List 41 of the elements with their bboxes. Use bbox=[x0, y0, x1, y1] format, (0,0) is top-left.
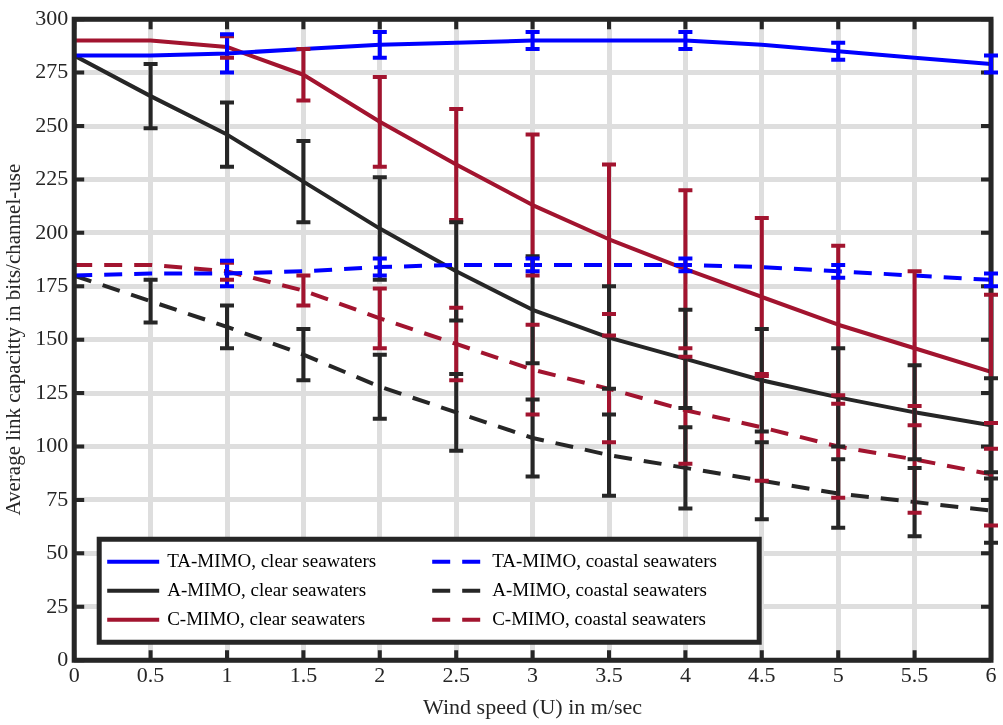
x-tick-label: 1 bbox=[221, 662, 233, 688]
legend-label: A-MIMO, coastal seawaters bbox=[492, 578, 707, 600]
x-tick-label: 2 bbox=[374, 662, 386, 688]
y-tick-label: 25 bbox=[46, 592, 69, 618]
point bbox=[829, 262, 848, 280]
legend-label: TA-MIMO, coastal seawaters bbox=[492, 549, 718, 571]
y-tick-label: 300 bbox=[35, 4, 69, 30]
y-axis-title: Average link capacitty in bits/channel-use bbox=[1, 163, 26, 516]
x-tick-label: 3.5 bbox=[595, 662, 623, 688]
legend-label: C-MIMO, clear seawaters bbox=[167, 607, 366, 629]
x-tick-label: 2.5 bbox=[442, 662, 470, 688]
y-tick-label: 250 bbox=[35, 111, 69, 137]
point bbox=[676, 30, 695, 52]
x-tick-label: 0.5 bbox=[136, 662, 165, 688]
point bbox=[982, 271, 1000, 289]
y-tick-label: 150 bbox=[35, 325, 69, 351]
x-tick-label: 4.5 bbox=[748, 662, 776, 688]
y-tick-label: 50 bbox=[46, 539, 69, 565]
y-tick-label: 125 bbox=[35, 378, 69, 404]
legend-label: C-MIMO, coastal seawaters bbox=[492, 607, 706, 629]
point bbox=[676, 256, 695, 274]
x-tick-label: 1.5 bbox=[289, 662, 318, 688]
y-tick-label: 75 bbox=[46, 485, 69, 511]
y-tick-label: 225 bbox=[35, 165, 69, 191]
y-tick-label: 0 bbox=[57, 645, 69, 671]
x-axis-title: Wind speed (U) in m/sec bbox=[423, 693, 643, 719]
y-tick-label: 100 bbox=[35, 432, 69, 458]
point bbox=[370, 256, 389, 278]
x-tick-label: 3 bbox=[527, 662, 539, 688]
point bbox=[982, 53, 1000, 75]
x-tick-label: 5.5 bbox=[900, 662, 929, 688]
y-tick-label: 200 bbox=[35, 218, 69, 244]
legend-label: A-MIMO, clear seawaters bbox=[167, 578, 367, 600]
y-tick-label: 275 bbox=[35, 58, 69, 84]
x-tick-label: 6 bbox=[985, 662, 997, 688]
legend-label: TA-MIMO, clear seawaters bbox=[167, 549, 377, 571]
point bbox=[829, 40, 848, 62]
x-tick-label: 4 bbox=[679, 662, 691, 688]
y-tick-label: 175 bbox=[35, 272, 69, 298]
point bbox=[523, 30, 542, 52]
x-tick-label: 5 bbox=[832, 662, 844, 688]
